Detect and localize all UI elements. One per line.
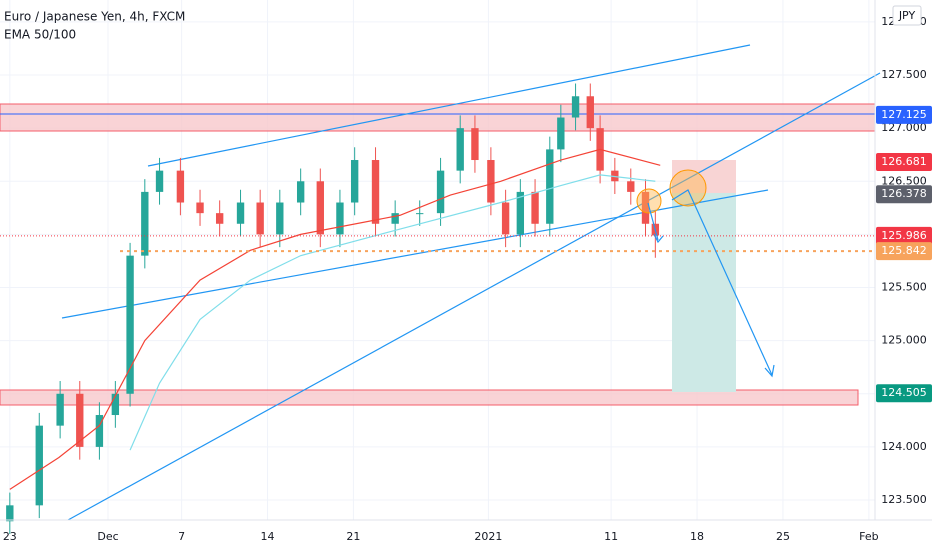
candle-body: [546, 149, 554, 224]
candle-body: [641, 191, 650, 224]
price-label: 126.378: [881, 187, 927, 200]
stop-zone: [672, 160, 736, 193]
y-tick-label: 125.500: [881, 281, 927, 294]
candle-body: [76, 393, 84, 447]
candle-body: [6, 505, 14, 522]
candle-body: [236, 202, 245, 224]
candle-body: [436, 170, 445, 214]
indicator-label: EMA 50/100: [4, 28, 76, 42]
candle-body: [126, 255, 134, 394]
candle-body: [256, 202, 264, 235]
currency-box[interactable]: [892, 5, 922, 26]
highlight-circle: [636, 188, 662, 214]
candle-body: [155, 170, 164, 192]
price-label-bg: [876, 384, 932, 403]
ema-line: [9, 148, 661, 490]
y-tick-label: 123.500: [881, 493, 927, 506]
candle-body: [111, 393, 120, 416]
arrow-head: [653, 233, 664, 244]
y-tick-label: 127.500: [881, 68, 927, 81]
price-label-bg: [876, 226, 932, 245]
price-label: 125.842: [881, 244, 927, 257]
candle-body: [95, 415, 104, 447]
x-tick-label: 7: [178, 530, 185, 543]
arrow: [647, 202, 659, 241]
price-label: 124.505: [881, 386, 927, 399]
x-tick-label: 18: [690, 530, 704, 543]
candle-body: [176, 170, 185, 203]
y-tick-label: 124.000: [881, 440, 927, 453]
x-tick-label: 21: [346, 530, 360, 543]
price-label: 127.125: [881, 108, 927, 121]
trend-line: [67, 72, 881, 521]
candle-body: [586, 96, 594, 129]
target-zone: [672, 193, 736, 392]
candle-body: [471, 128, 479, 161]
candle-body: [336, 202, 344, 235]
candle-body: [531, 191, 539, 224]
arrow: [671, 189, 773, 376]
candle-body: [391, 213, 399, 224]
x-tick-label: 25: [776, 530, 790, 543]
candle-body: [557, 117, 565, 150]
arrow-head: [764, 364, 775, 378]
candle-body: [371, 160, 380, 224]
candle-body: [196, 202, 204, 214]
candle-body: [141, 191, 149, 256]
y-tick-label: 126.500: [881, 174, 927, 187]
y-tick-label: 127.000: [881, 121, 927, 134]
y-tick-label: 125.000: [881, 334, 927, 347]
x-tick-label: Feb: [859, 530, 878, 543]
x-tick-label: 23: [3, 530, 17, 543]
currency[interactable]: JPY: [898, 9, 916, 22]
candle-body: [350, 160, 359, 203]
price-label: 126.681: [881, 155, 927, 168]
support-zone: [0, 389, 859, 406]
candle-body: [516, 191, 525, 235]
candle-body: [316, 181, 324, 235]
price-label-bg: [876, 153, 932, 172]
x-tick-label: 11: [604, 530, 618, 543]
candle-body: [487, 160, 495, 203]
candle-body: [276, 202, 284, 235]
price-label-bg: [876, 185, 932, 204]
axes: 123.500124.000124.500125.000125.500126.0…: [3, 15, 932, 543]
x-tick-label: 14: [261, 530, 275, 543]
candle-body: [35, 425, 43, 506]
price-label-bg: [876, 242, 932, 261]
candle-body: [456, 128, 464, 171]
x-tick-label: Dec: [97, 530, 118, 543]
x-tick-label: 2021: [474, 530, 502, 543]
price-label-bg: [876, 105, 932, 124]
candle-body: [571, 96, 580, 118]
candle-body: [56, 393, 64, 426]
trend-line: [147, 44, 751, 167]
plot: [0, 83, 875, 535]
ema-line: [129, 174, 656, 451]
price-label: 125.986: [881, 229, 927, 242]
candle-body: [627, 181, 635, 192]
candle-body: [611, 170, 619, 182]
highlight-circle: [669, 169, 707, 207]
candle-body: [296, 181, 305, 203]
chart-title: Euro / Japanese Yen, 4h, FXCM: [4, 10, 185, 24]
candle-body: [501, 202, 510, 235]
candle-body: [215, 213, 224, 224]
candle-body: [416, 213, 424, 215]
